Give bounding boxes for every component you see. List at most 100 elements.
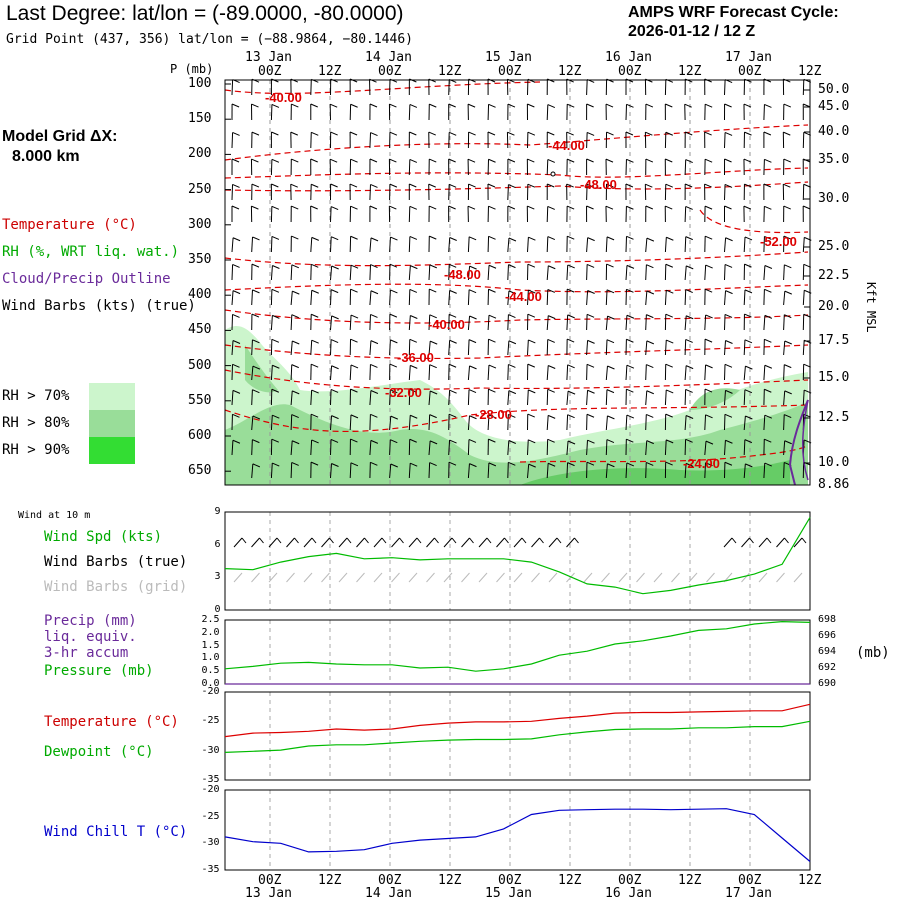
pressure-axis-label: P (mb) [170,62,213,76]
date-label-top: 13 Jan [245,50,292,65]
temperature-contour-label: -40.00 [265,90,302,105]
temperature-contour-label: -36.00 [397,350,434,365]
hour-label-top: 12Z [438,64,461,79]
liq-equiv-label: liq. equiv. [44,629,137,645]
date-label-bottom: 16 Jan [605,886,652,901]
height-tick: 12.5 [818,410,849,425]
height-tick: 30.0 [818,191,849,206]
temperature-contour-label: -48.00 [444,267,481,282]
height-tick: 40.0 [818,124,849,139]
temperature-line [225,704,810,736]
hour-label-top: 12Z [678,64,701,79]
panel-tick: 9 [215,506,221,517]
height-tick: 45.0 [818,99,849,114]
height-tick: 20.0 [818,299,849,314]
hour-label-bottom: 12Z [318,873,341,888]
wind-barbs-grid-label: Wind Barbs (grid) [44,579,187,595]
date-label-bottom: 17 Jan [725,886,772,901]
pressure-tick: 300 [188,217,211,232]
pressure-label: Pressure (mb) [44,663,154,679]
pressure-tick: 500 [188,358,211,373]
height-tick: 25.0 [818,239,849,254]
temperature-contour-label: -52.00 [760,234,797,249]
hour-label-top: 12Z [558,64,581,79]
height-tick: 50.0 [818,82,849,97]
panel-tick: -20 [202,784,220,795]
panel-tick: 0.5 [202,665,220,676]
panel-tick: 3 [215,571,221,582]
wind10-label: Wind at 10 m [18,510,90,521]
hour-label-top: 00Z [738,64,761,79]
panel-tick: 2.0 [202,627,220,638]
pressure-tick: 250 [188,182,211,197]
date-label-top: 14 Jan [365,50,412,65]
hour-label-top: 00Z [258,64,281,79]
panel-tick: -30 [202,837,220,848]
temperature-contour-label: -32.00 [385,385,422,400]
height-tick: 35.0 [818,152,849,167]
temperature-contour-label: -28.00 [475,407,512,422]
panel-tick: -25 [202,811,220,822]
temperature-panel [225,692,810,780]
date-label-bottom: 13 Jan [245,886,292,901]
panel-tick: -35 [202,864,220,875]
panel-tick: 694 [818,646,836,657]
height-tick: 15.0 [818,370,849,385]
pressure-line [225,622,810,672]
temperature-contour-label: -44.00 [505,289,542,304]
dewpoint-line [225,721,810,752]
pressure-tick: 150 [188,111,211,126]
panel-tick: -20 [202,686,220,697]
wind-barbs-true-label: Wind Barbs (true) [44,554,187,570]
height-tick: 22.5 [818,268,849,283]
dewpoint-label: Dewpoint (°C) [44,744,154,760]
wind-speed-line [225,517,810,593]
temperature-contour-label: -48.00 [580,177,617,192]
hour-label-bottom: 12Z [678,873,701,888]
panel-tick: 698 [818,614,836,625]
temperature-contour-label: -44.00 [548,138,585,153]
panel-tick: 6 [215,539,221,550]
date-label-top: 16 Jan [605,50,652,65]
hour-label-bottom: 12Z [558,873,581,888]
hour-label-top: 12Z [798,64,821,79]
hour-label-top: 12Z [318,64,341,79]
temperature-label: Temperature (°C) [44,714,179,730]
hour-label-top: 00Z [618,64,641,79]
pressure-tick: 100 [188,76,211,91]
accum-label: 3-hr accum [44,645,128,661]
pressure-tick: 400 [188,287,211,302]
wind-chill-line [225,809,810,862]
pressure-tick: 650 [188,463,211,478]
height-tick: 17.5 [818,333,849,348]
hour-label-top: 00Z [378,64,401,79]
hour-label-bottom: 12Z [438,873,461,888]
panel-tick: 696 [818,630,836,641]
temperature-contour-label: -24.00 [683,456,720,471]
panel-tick: 1.0 [202,652,220,663]
pressure-tick: 200 [188,146,211,161]
hour-label-bottom: 12Z [798,873,821,888]
height-axis-label: Kft MSL [864,282,878,333]
pressure-tick: 350 [188,252,211,267]
panel-tick: -30 [202,745,220,756]
date-label-bottom: 15 Jan [485,886,532,901]
wind-chill-label: Wind Chill T (°C) [44,824,187,840]
panel-tick: -25 [202,715,220,726]
pressure-tick: 450 [188,322,211,337]
panel-tick: 2.5 [202,614,220,625]
hour-label-top: 00Z [498,64,521,79]
station-marker [551,172,555,176]
wind-speed-label: Wind Spd (kts) [44,529,162,545]
date-label-bottom: 14 Jan [365,886,412,901]
pressure-tick: 600 [188,428,211,443]
panel-tick: 1.5 [202,640,220,651]
panel-tick: 692 [818,662,836,673]
windchill-panel [225,790,810,870]
height-tick: 10.0 [818,455,849,470]
pressure-tick: 550 [188,393,211,408]
mb-unit-label: (mb) [856,645,890,661]
temperature-contour-label: -40.00 [428,317,465,332]
date-label-top: 15 Jan [485,50,532,65]
